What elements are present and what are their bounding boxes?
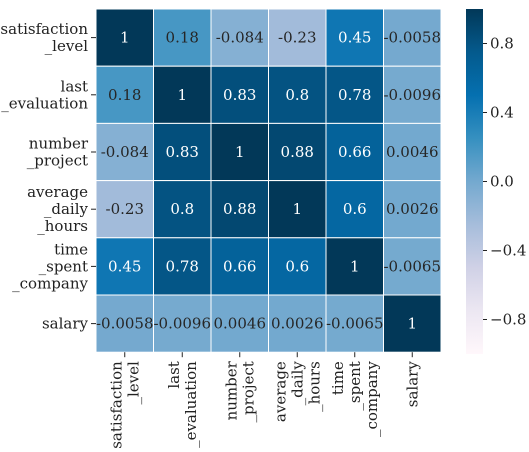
heatmap-cell [383, 180, 442, 239]
cell-value-label: 0.45 [108, 257, 141, 275]
cell-value-label: -0.23 [278, 29, 316, 47]
cell-value-label: -0.0065 [383, 257, 441, 275]
cell-value-label: 1 [350, 257, 360, 275]
cell-value-label: 1 [235, 143, 245, 161]
cell-value-label: 0.66 [338, 143, 371, 161]
y-axis-labels: satisfaction _level last _evaluation number _… [0, 20, 96, 333]
heatmap-cell [383, 237, 442, 296]
x-axis-labels: satisfaction_level last_evaluation number_… [107, 352, 421, 449]
cell-value-label: 0.18 [108, 86, 141, 104]
cell-value-label: 0.83 [166, 143, 199, 161]
x-tick-label: last_evaluation [165, 361, 200, 448]
y-tick-label: salary [42, 315, 89, 333]
cell-value-label: 0.88 [223, 200, 256, 218]
cell-value-label: 0.0046 [386, 143, 439, 161]
colorbar-gradient [466, 9, 483, 354]
heatmap-cells: 1 0.18 -0.084 -0.23 0.45 -0.0058 0.18 1 0.83 0.8 0… [95, 8, 442, 353]
heatmap-cell [95, 237, 154, 296]
heatmap-cell [325, 122, 384, 182]
cell-value-label: -0.0058 [96, 315, 154, 333]
x-tick-label: satisfaction_level [107, 361, 142, 449]
cell-value-label: 0.78 [166, 257, 199, 275]
colorbar: 0.8 0.4 0.0 −0.4 −0.8 [466, 9, 526, 354]
colorbar-tick-label: 0.4 [490, 104, 514, 122]
cell-value-label: 0.88 [281, 143, 314, 161]
x-tick-label: time_spent_company [329, 361, 381, 437]
x-tick-label: salary [403, 361, 421, 408]
heatmap-cell [383, 8, 442, 67]
heatmap-cell [95, 294, 154, 353]
cell-value-label: 0.66 [223, 257, 256, 275]
y-tick-label: average _daily _hours [27, 183, 88, 235]
heatmap-cell [210, 180, 269, 239]
cell-value-label: 1 [292, 200, 302, 218]
cell-value-label: 0.83 [223, 86, 256, 104]
cell-value-label: -0.084 [101, 143, 149, 161]
colorbar-tick-label: 0.0 [490, 173, 514, 191]
heatmap-cell [210, 237, 269, 296]
x-tick-label: average_daily_hours [271, 361, 323, 422]
cell-value-label: 1 [407, 315, 417, 333]
cell-value-label: 0.0026 [271, 315, 324, 333]
cell-value-label: 1 [120, 29, 130, 47]
cell-value-label: 0.78 [338, 86, 371, 104]
colorbar-tick-label: −0.4 [490, 242, 526, 260]
colorbar-tick-label: 0.8 [490, 35, 514, 53]
heatmap-cell [268, 122, 327, 182]
heatmap-cell [383, 122, 442, 182]
heatmap-cell [268, 180, 327, 239]
heatmap-cell [210, 8, 269, 67]
heatmap-cell [95, 8, 154, 67]
cell-value-label: -0.0096 [383, 86, 441, 104]
heatmap-cell [268, 65, 327, 124]
heatmap-cell [153, 8, 212, 67]
heatmap-cell [325, 237, 384, 296]
heatmap-cell [268, 237, 327, 296]
heatmap-cell [383, 294, 442, 353]
y-tick-label: time _spent _company [12, 240, 88, 292]
heatmap-cell [153, 65, 212, 124]
y-tick-label: satisfaction _level [0, 20, 88, 55]
cell-value-label: 0.6 [343, 200, 367, 218]
cell-value-label: 0.18 [166, 29, 199, 47]
colorbar-tick-label: −0.8 [490, 311, 526, 329]
cell-value-label: 0.8 [170, 200, 194, 218]
cell-value-label: 0.0026 [386, 200, 439, 218]
heatmap-cell [95, 180, 154, 239]
heatmap-cell [153, 122, 212, 182]
cell-value-label: 0.45 [338, 29, 371, 47]
cell-value-label: 0.6 [285, 257, 309, 275]
cell-value-label: -0.084 [216, 29, 264, 47]
heatmap-cell [383, 65, 442, 124]
cell-value-label: -0.0065 [326, 315, 384, 333]
x-tick-label: number_project [222, 360, 257, 422]
heatmap-cell [325, 180, 384, 239]
cell-value-label: -0.0058 [383, 29, 441, 47]
cell-value-label: -0.0096 [153, 315, 211, 333]
heatmap-cell [153, 180, 212, 239]
cell-value-label: -0.23 [106, 200, 144, 218]
y-tick-label: last _evaluation [1, 77, 88, 112]
y-tick-label: number _project [27, 135, 89, 170]
cell-value-label: 0.0046 [214, 315, 267, 333]
cell-value-label: 0.8 [285, 86, 309, 104]
cell-value-label: 1 [177, 86, 187, 104]
